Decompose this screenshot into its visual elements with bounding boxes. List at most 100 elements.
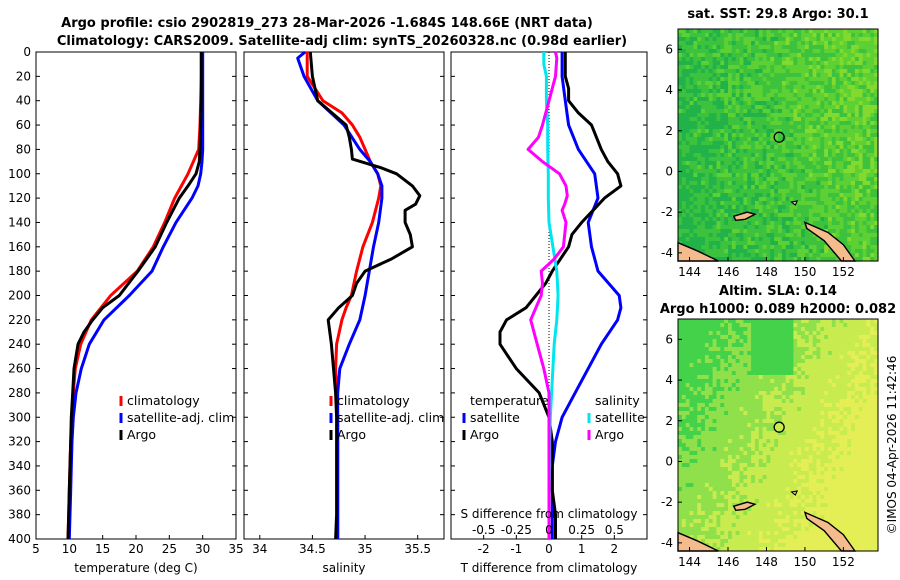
- sst_map-cell: [735, 185, 741, 190]
- sst_map-cell: [870, 69, 875, 74]
- sst_map-cell: [831, 37, 837, 42]
- sla_map-cell: [804, 395, 810, 400]
- sla_map-cell: [781, 359, 787, 364]
- sla_map-cell: [774, 355, 779, 360]
- sst_map-cell: [874, 65, 879, 70]
- sst_map-cell: [735, 129, 741, 134]
- sst_map-cell: [812, 181, 818, 186]
- sst_map-cell: [839, 113, 844, 118]
- sst_map-cell: [743, 177, 748, 182]
- sst_map-cell: [743, 253, 748, 258]
- temperature-legend-label-0: climatology: [127, 393, 200, 408]
- sst_map-cell: [724, 41, 729, 46]
- sst_map-cell: [739, 49, 744, 54]
- sst_map-cell: [751, 165, 756, 170]
- sst_map-cell: [781, 173, 787, 178]
- sla_map-cell: [697, 399, 702, 404]
- sst_map-cell: [747, 141, 752, 146]
- sst_map-cell: [839, 185, 844, 190]
- sla_map-cell: [693, 403, 698, 408]
- sst_map-cell: [808, 109, 814, 114]
- sla_map-cell: [820, 379, 825, 384]
- sla_map-cell: [685, 379, 691, 384]
- sla_map-cell: [770, 431, 775, 436]
- sst_map-cell: [678, 165, 683, 170]
- sst_map-cell: [762, 161, 768, 166]
- sla_map-cell: [781, 403, 787, 408]
- sst_map-cell: [808, 113, 814, 118]
- sst_map-cell: [804, 213, 810, 218]
- sst_map-cell: [743, 49, 748, 54]
- sla_map-cell: [835, 423, 841, 428]
- sst_map-cell: [701, 165, 706, 170]
- sst_map-cell: [816, 221, 821, 226]
- sla_map-cell: [716, 411, 721, 416]
- sla_map-cell: [735, 363, 741, 368]
- sla_map-cell: [735, 431, 741, 436]
- sst_map-cell: [743, 193, 748, 198]
- sla_map-cell: [770, 339, 775, 344]
- sst_map-cell: [681, 205, 687, 210]
- sst_map-cell: [762, 201, 768, 206]
- sla_map-cell: [766, 327, 771, 332]
- sst_map-cell: [866, 173, 871, 178]
- sst_map-cell: [758, 133, 764, 138]
- sst_map-cell: [708, 57, 714, 62]
- sst_map-cell: [866, 45, 871, 50]
- sst_map-cell: [808, 85, 814, 90]
- sst_map-cell: [681, 29, 687, 34]
- sla_map-cell: [847, 443, 852, 448]
- sst_map-cell: [870, 233, 875, 238]
- sst_map-cell: [731, 193, 737, 198]
- sst_map-cell: [735, 61, 741, 66]
- sla_map-cell: [701, 447, 706, 452]
- sla_map-cell: [766, 355, 771, 360]
- sla_map-cell: [693, 371, 698, 376]
- sst_map-cell: [724, 61, 729, 66]
- sst_map-cell: [739, 57, 744, 62]
- sst_map-cell: [808, 77, 814, 82]
- sst_map-cell: [866, 113, 871, 118]
- sst_map-cell: [835, 37, 841, 42]
- sla_map-cell: [793, 431, 798, 436]
- sla_map-cell: [762, 419, 768, 424]
- sst_map-cell: [828, 117, 833, 122]
- sla_map-cell: [708, 331, 714, 336]
- sla_map-cell: [720, 371, 725, 376]
- sla_map-cell: [731, 423, 737, 428]
- sst_map-cell: [728, 233, 733, 238]
- sst_map-cell: [685, 129, 691, 134]
- sla_map-cell: [704, 387, 710, 392]
- sla_map-cell: [681, 427, 687, 432]
- sst_map-cell: [751, 65, 756, 70]
- sla_map-cell: [739, 343, 744, 348]
- sst_map-cell: [793, 117, 798, 122]
- temperature-legend-label-2: Argo: [127, 427, 156, 442]
- sla_map-cell: [728, 331, 733, 336]
- sst_map-cell: [704, 169, 710, 174]
- sla_map-cell: [812, 347, 818, 352]
- sst_map-cell: [685, 65, 691, 70]
- sst_map-cell: [858, 197, 864, 202]
- sla_map-cell: [720, 331, 725, 336]
- sla_map-cell: [758, 335, 764, 340]
- sst_map-cell: [728, 121, 733, 126]
- sla_map-cell: [754, 427, 760, 432]
- sst_map-cell: [781, 77, 787, 82]
- sst_map-cell: [701, 117, 706, 122]
- sst_map-cell: [754, 237, 760, 242]
- sla_map-cell: [851, 327, 856, 332]
- sla_map-cell: [708, 419, 714, 424]
- sla_map-cell: [712, 447, 718, 452]
- sst_map-cell: [797, 157, 802, 162]
- sst_map-cell: [716, 237, 721, 242]
- sst_map-cell: [843, 141, 848, 146]
- sst_map-cell: [808, 217, 814, 222]
- sst_map-cell: [701, 109, 706, 114]
- sla_map-cell: [797, 431, 802, 436]
- sla_map-cell: [716, 431, 721, 436]
- sla_map-cell: [739, 391, 744, 396]
- sst_map-cell: [716, 229, 721, 234]
- sst_map-cell: [693, 177, 698, 182]
- sst_map-cell: [797, 81, 802, 86]
